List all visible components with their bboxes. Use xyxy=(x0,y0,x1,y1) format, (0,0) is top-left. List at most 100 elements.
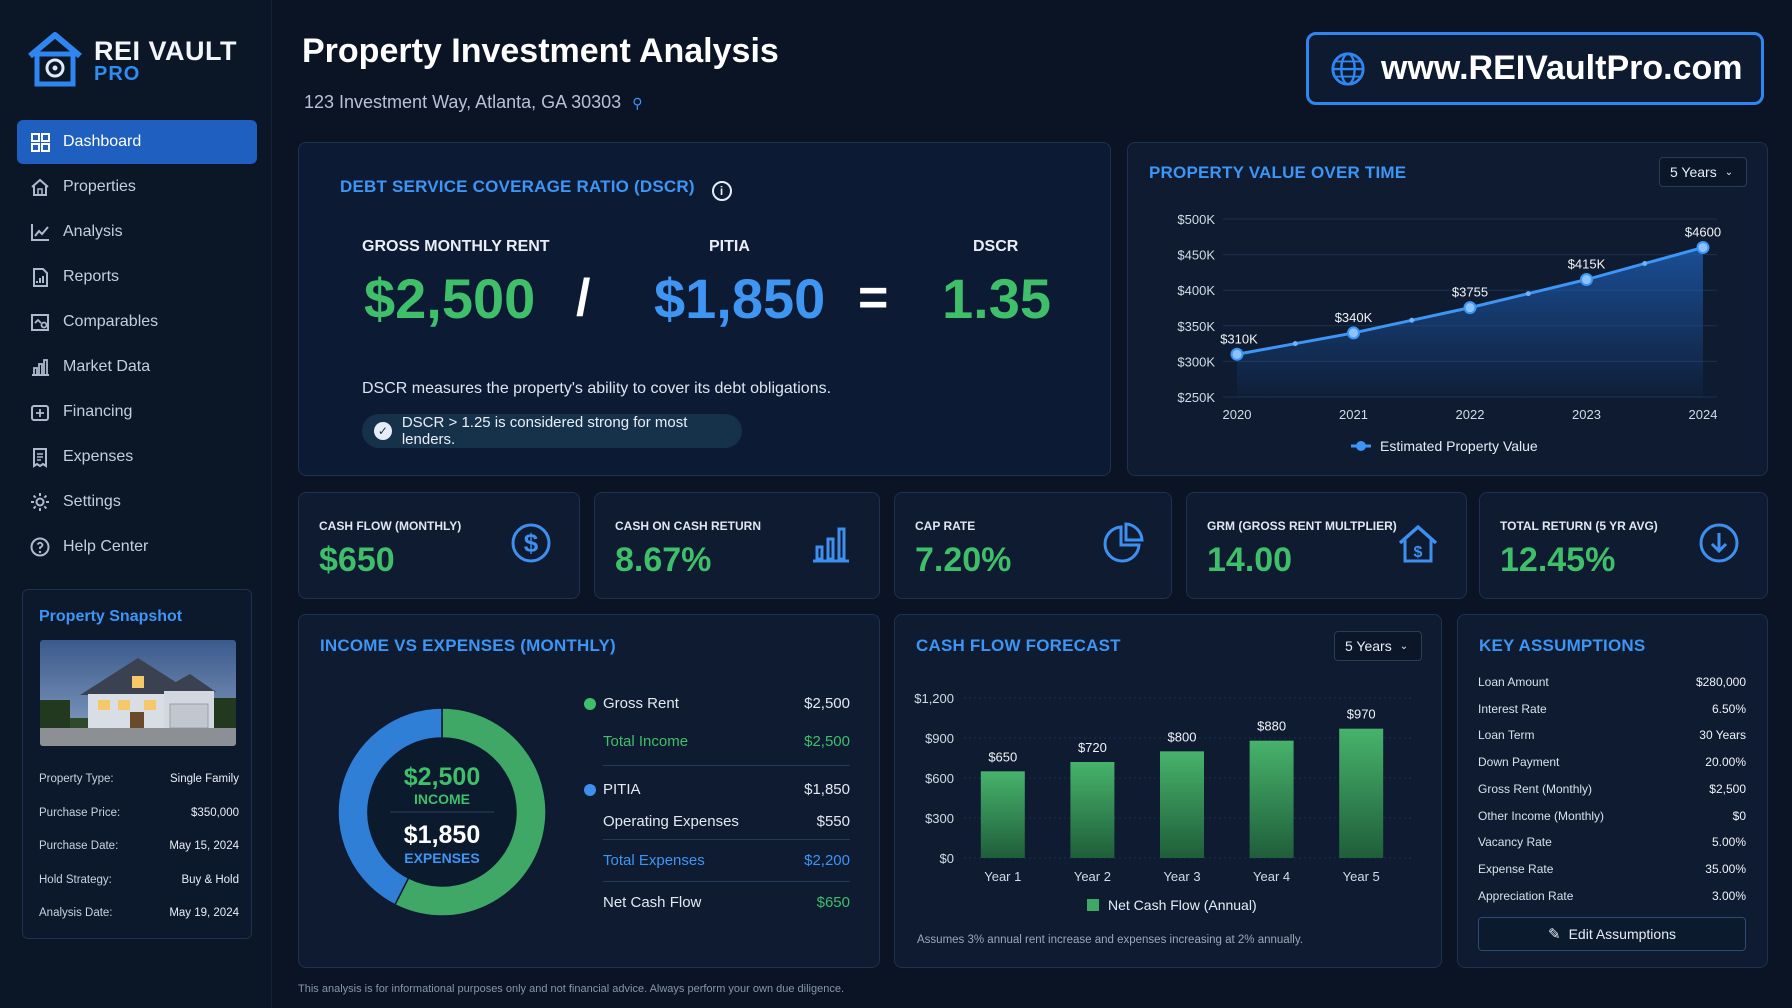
edit-assumptions-button[interactable]: ✎ Edit Assumptions xyxy=(1478,917,1746,951)
bar-value-label: $970 xyxy=(1347,707,1376,722)
assumption-row: Appreciation Rate 3.00% xyxy=(1478,889,1746,903)
snapshot-value: May 19, 2024 xyxy=(169,907,239,919)
snapshot-value: Single Family xyxy=(169,773,239,785)
sidebar-item-reports[interactable]: Reports xyxy=(17,255,257,299)
row-divider xyxy=(603,765,850,766)
income-expense-row: Operating Expenses $550 xyxy=(603,813,850,830)
brand-name: REI VAULT xyxy=(94,36,237,66)
data-label: $310K xyxy=(1220,331,1258,346)
sidebar-item-market-data[interactable]: Market Data xyxy=(17,345,257,389)
receipt-icon xyxy=(29,446,51,468)
assumption-key: Loan Term xyxy=(1478,728,1535,743)
legend-label: Net Cash Flow (Annual) xyxy=(1108,897,1257,913)
row-value: $550 xyxy=(816,813,850,830)
assumption-value: 5.00% xyxy=(1711,835,1746,850)
bar-chart-icon xyxy=(813,527,849,563)
sidebar-item-label: Expenses xyxy=(63,448,134,465)
location-pin-icon: ⚲ xyxy=(632,95,643,111)
row-divider xyxy=(603,881,850,882)
property-address: 123 Investment Way, Atlanta, GA 30303 ⚲ xyxy=(304,92,642,113)
sidebar-item-settings[interactable]: Settings xyxy=(17,480,257,524)
x-tick-label: 2020 xyxy=(1223,407,1252,422)
data-point xyxy=(1580,273,1593,287)
snapshot-row: Purchase Price: $350,000 xyxy=(39,807,239,819)
bar xyxy=(1339,728,1384,858)
legend-marker xyxy=(1356,441,1366,451)
assumption-row: Vacancy Rate 5.00% xyxy=(1478,835,1746,849)
brand-logo[interactable]: REI VAULT PRO xyxy=(26,30,256,92)
info-icon[interactable]: i xyxy=(711,181,732,201)
assumption-row: Gross Rent (Monthly) $2,500 xyxy=(1478,782,1746,796)
value-range-label: 5 Years xyxy=(1670,164,1717,180)
dscr-note-text: DSCR > 1.25 is considered strong for mos… xyxy=(401,414,688,448)
report-icon xyxy=(29,266,51,288)
chevron-down-icon: ⌄ xyxy=(1399,640,1409,652)
assumption-key: Expense Rate xyxy=(1478,861,1554,876)
sidebar-nav: Dashboard Properties Analysis Reports Compar… xyxy=(17,120,257,570)
sidebar-item-analysis[interactable]: Analysis xyxy=(17,210,257,254)
sidebar-item-properties[interactable]: Properties xyxy=(17,165,257,209)
row-label: Net Cash Flow xyxy=(603,894,702,911)
website-link[interactable]: www.REIVaultPro.com xyxy=(1306,32,1764,105)
sidebar-item-label: Reports xyxy=(63,268,120,285)
sidebar: REI VAULT PRO Dashboard Properties Analysi… xyxy=(0,0,272,1008)
divide-operator: / xyxy=(576,269,591,327)
assumption-row: Other Income (Monthly) $0 xyxy=(1478,809,1746,823)
sidebar-item-help-center[interactable]: Help Center xyxy=(17,525,257,569)
donut-income-label: INCOME xyxy=(414,791,470,807)
bar-value-label: $720 xyxy=(1078,740,1107,755)
check-circle-icon: ✓ xyxy=(374,422,392,440)
metric-value: 12.45% xyxy=(1500,541,1616,579)
page-title: Property Investment Analysis xyxy=(302,32,779,70)
y-tick-label: $350K xyxy=(1177,319,1215,334)
sidebar-item-label: Settings xyxy=(63,493,121,510)
row-label: Gross Rent xyxy=(603,695,679,712)
property-snapshot: Property Snapshot xyxy=(22,589,252,939)
pitia-value: $1,850 xyxy=(654,267,826,330)
snapshot-key: Purchase Date: xyxy=(39,840,119,852)
income-expense-row: Total Income $2,500 xyxy=(603,733,850,750)
snapshot-row: Property Type: Single Family xyxy=(39,773,239,785)
x-tick-label: Year 2 xyxy=(1074,869,1111,884)
sidebar-item-financing[interactable]: Financing xyxy=(17,390,257,434)
snapshot-key: Property Type: xyxy=(39,773,114,785)
cashflow-range-dropdown[interactable]: 5 Years ⌄ xyxy=(1334,631,1422,661)
sidebar-item-expenses[interactable]: Expenses xyxy=(17,435,257,479)
dscr-title-text: DEBT SERVICE COVERAGE RATIO (DSCR) xyxy=(340,177,695,196)
assumption-value: $2,500 xyxy=(1709,781,1746,796)
value-range-dropdown[interactable]: 5 Years ⌄ xyxy=(1659,157,1747,187)
minor-point xyxy=(1292,341,1298,347)
y-tick-label: $0 xyxy=(940,851,954,866)
key-assumptions-card xyxy=(1457,614,1768,968)
metric-card: CASH FLOW (MONTHLY) $650 $ xyxy=(298,492,580,599)
assumption-value: $280,000 xyxy=(1695,675,1746,689)
pitia-label: PITIA xyxy=(709,238,750,255)
dollar-circle-icon: $ xyxy=(511,523,551,563)
snapshot-row: Analysis Date: May 19, 2024 xyxy=(39,907,239,919)
assumption-key: Gross Rent (Monthly) xyxy=(1478,781,1593,796)
assumption-row: Expense Rate 35.00% xyxy=(1478,862,1746,876)
legend-label: Estimated Property Value xyxy=(1380,438,1538,454)
dscr-label: DSCR xyxy=(973,238,1019,255)
sidebar-item-label: Dashboard xyxy=(63,133,142,150)
sidebar-item-dashboard[interactable]: Dashboard xyxy=(17,120,257,164)
house-icon xyxy=(29,176,51,198)
metric-label: CAP RATE xyxy=(915,519,976,533)
bar-value-label: $650 xyxy=(988,749,1017,764)
legend-dot xyxy=(584,784,596,796)
sidebar-item-label: Market Data xyxy=(63,358,151,375)
assumption-row: Loan Amount $280,000 xyxy=(1478,675,1746,689)
svg-text:$: $ xyxy=(524,528,539,558)
sidebar-item-label: Analysis xyxy=(63,223,123,240)
sidebar-item-comparables[interactable]: Comparables xyxy=(17,300,257,344)
rent-value: $2,500 xyxy=(364,267,536,330)
dscr-value: 1.35 xyxy=(942,267,1051,330)
assumption-row: Interest Rate 6.50% xyxy=(1478,702,1746,716)
metric-card: CAP RATE 7.20% xyxy=(894,492,1172,599)
value-chart-title: PROPERTY VALUE OVER TIME xyxy=(1149,163,1407,182)
snapshot-key: Purchase Price: xyxy=(39,806,121,819)
cashflow-chart: $0 $300 $600 $900 $1,200 $650 Year 1 $720 Year 2… xyxy=(914,691,1412,913)
y-tick-label: $450K xyxy=(1177,248,1215,263)
vault-house-icon xyxy=(28,32,82,87)
assumption-value: 3.00% xyxy=(1711,888,1746,903)
